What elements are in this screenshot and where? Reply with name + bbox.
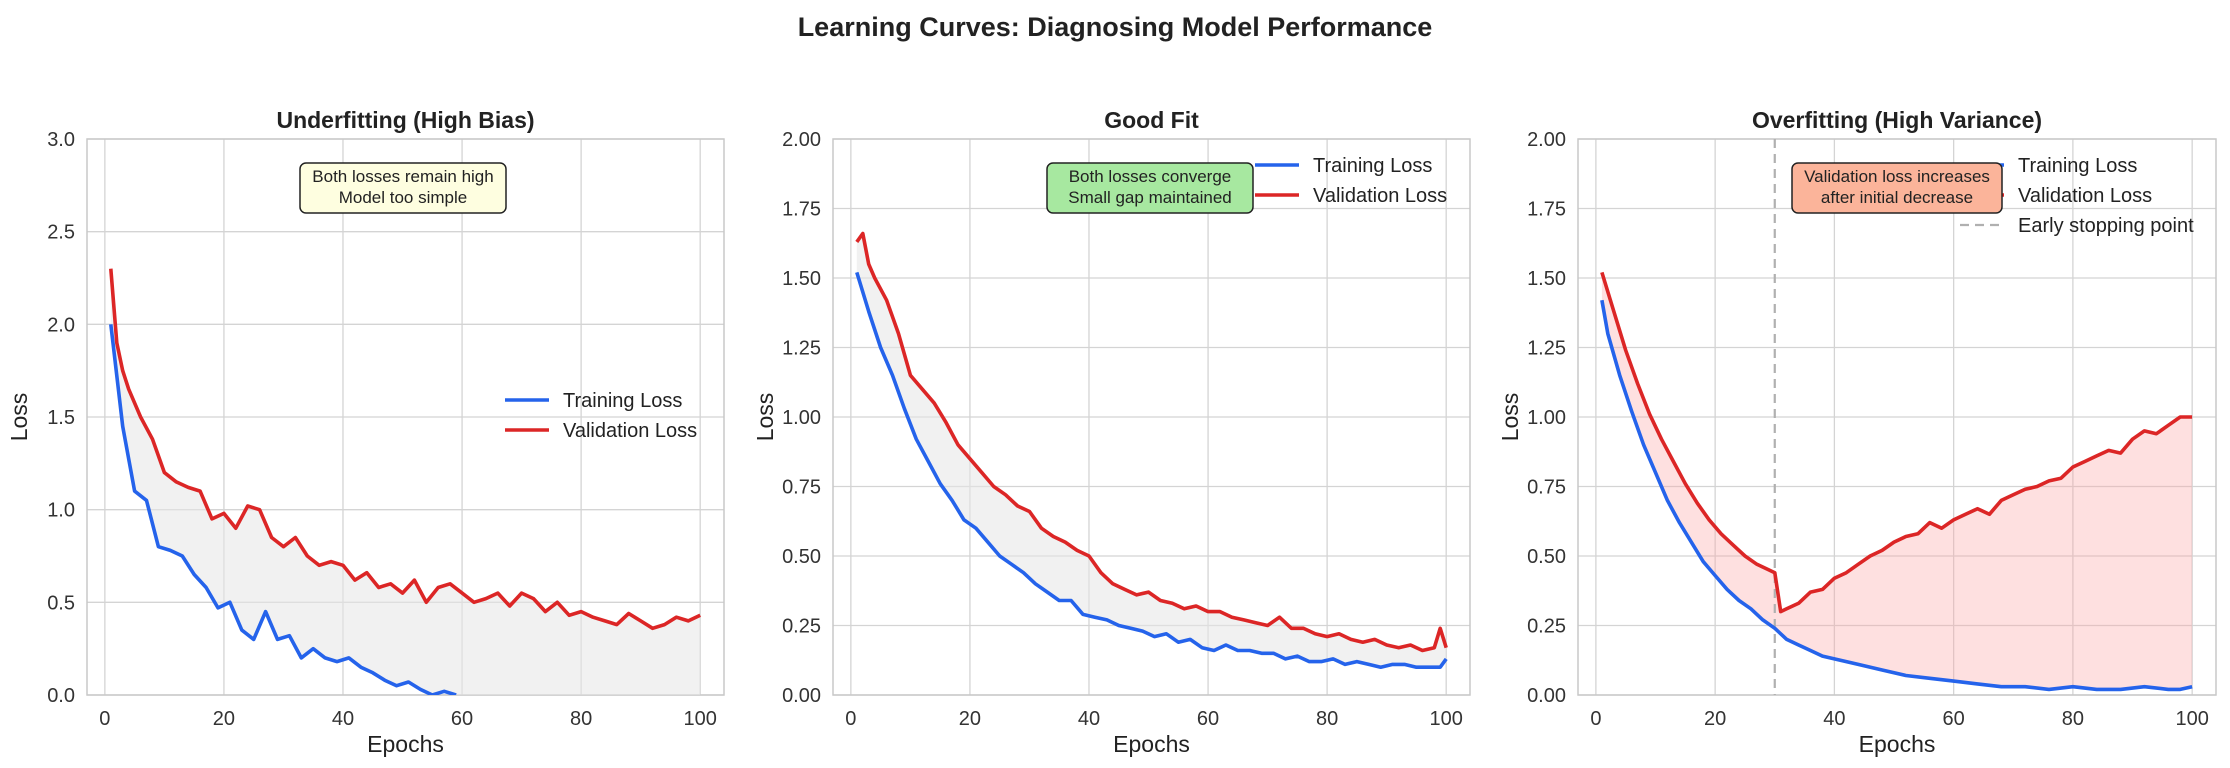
- chart-title: Overfitting (High Variance): [1752, 107, 2042, 133]
- plot-frame: [86, 138, 725, 696]
- annotation-text: Both losses remain high: [312, 167, 493, 186]
- figure-title: Learning Curves: Diagnosing Model Perfor…: [798, 12, 1433, 42]
- x-tick-label: 20: [959, 708, 981, 730]
- y-axis-label: Loss: [752, 393, 778, 442]
- y-tick-label: 0.75: [782, 477, 821, 499]
- y-tick-label: 1.75: [782, 199, 821, 221]
- y-tick-label: 0.25: [782, 616, 821, 638]
- x-tick-label: 80: [2062, 708, 2084, 730]
- x-tick-label: 100: [1429, 708, 1462, 730]
- gap-fill-area: [856, 233, 1447, 668]
- x-tick-label: 0: [845, 708, 856, 730]
- annotation-box: [299, 162, 507, 214]
- legend-label: Validation Loss: [1313, 185, 1447, 207]
- x-tick-label: 40: [332, 708, 354, 730]
- y-tick-label: 1.0: [47, 500, 75, 522]
- validation-loss-line: [109, 268, 701, 631]
- y-tick-label: 3.0: [47, 129, 75, 151]
- y-axis-label: Loss: [1497, 393, 1523, 442]
- legend-label: Validation Loss: [563, 420, 697, 442]
- underfitting-chart: 0.0 0.5 1.0 1.5 2.0 2.5 3.0 0 20 40 60 80 100 Underfi…: [6, 107, 725, 757]
- gap-fill-area: [1601, 272, 2193, 690]
- y-tick-label: 0.5: [47, 592, 75, 614]
- y-tick-label: 0.0: [47, 685, 75, 707]
- annotation-text: Validation loss increases: [1804, 167, 1990, 186]
- overfitting-chart: 0.00 0.25 0.50 0.75 1.00 1.25 1.50 1.75 2.00 0 20 4…: [1497, 107, 2217, 757]
- legend-label: Training Loss: [1313, 155, 1432, 177]
- annotation-text: Small gap maintained: [1068, 188, 1231, 207]
- y-tick-label: 1.75: [1527, 199, 1566, 221]
- annotation-text: Both losses converge: [1069, 167, 1232, 186]
- plot-frame: [1577, 138, 2217, 696]
- x-tick-label: 0: [99, 708, 110, 730]
- x-tick-label: 100: [683, 708, 716, 730]
- y-tick-label: 2.5: [47, 222, 75, 244]
- y-tick-label: 0.75: [1527, 477, 1566, 499]
- x-tick-label: 100: [2175, 708, 2208, 730]
- legend-label: Training Loss: [563, 390, 682, 412]
- y-tick-label: 0.00: [1527, 685, 1566, 707]
- y-tick-label: 2.00: [782, 129, 821, 151]
- training-loss-line: [855, 271, 1448, 669]
- legend-label: Early stopping point: [2018, 215, 2194, 237]
- y-tick-label: 1.50: [782, 268, 821, 290]
- x-tick-label: 0: [1590, 708, 1601, 730]
- x-tick-label: 80: [570, 708, 592, 730]
- y-tick-label: 1.25: [1527, 338, 1566, 360]
- x-tick-label: 20: [1704, 708, 1726, 730]
- x-axis-label: Epochs: [1113, 731, 1190, 757]
- chart-title: Good Fit: [1104, 107, 1199, 133]
- training-loss-line: [109, 324, 457, 695]
- x-tick-label: 80: [1316, 708, 1338, 730]
- y-tick-label: 1.00: [1527, 407, 1566, 429]
- y-tick-label: 1.25: [782, 338, 821, 360]
- legend-label: Validation Loss: [2018, 185, 2152, 207]
- validation-loss-line: [855, 231, 1448, 653]
- y-axis-label: Loss: [6, 393, 32, 442]
- x-tick-label: 20: [213, 708, 235, 730]
- chart-title: Underfitting (High Bias): [276, 107, 534, 133]
- annotation-box: [1046, 162, 1254, 214]
- annotation-text: after initial decrease: [1821, 188, 1973, 207]
- x-tick-label: 60: [1197, 708, 1219, 730]
- x-axis-label: Epochs: [1859, 731, 1936, 757]
- gap-fill-area: [110, 268, 701, 695]
- x-axis-label: Epochs: [367, 731, 444, 757]
- good-fit-chart: 0.00 0.25 0.50 0.75 1.00 1.25 1.50 1.75 2.00 0 20 4…: [752, 107, 1471, 757]
- y-tick-label: 1.00: [782, 407, 821, 429]
- y-tick-label: 0.50: [782, 546, 821, 568]
- annotation-box: [1791, 162, 2003, 214]
- x-tick-label: 40: [1078, 708, 1100, 730]
- y-tick-label: 0.25: [1527, 616, 1566, 638]
- legend-label: Training Loss: [2018, 155, 2137, 177]
- plot-frame: [832, 138, 1471, 696]
- y-tick-label: 0.00: [782, 685, 821, 707]
- annotation-text: Model too simple: [339, 188, 468, 207]
- y-tick-label: 0.50: [1527, 546, 1566, 568]
- x-tick-label: 60: [1943, 708, 1965, 730]
- x-tick-label: 60: [451, 708, 473, 730]
- y-tick-label: 1.50: [1527, 268, 1566, 290]
- y-tick-label: 2.0: [47, 314, 75, 336]
- training-loss-line: [1600, 299, 2193, 692]
- x-tick-label: 40: [1823, 708, 1845, 730]
- y-tick-label: 2.00: [1527, 129, 1566, 151]
- y-tick-label: 1.5: [47, 407, 75, 429]
- validation-loss-line: [1600, 271, 2193, 614]
